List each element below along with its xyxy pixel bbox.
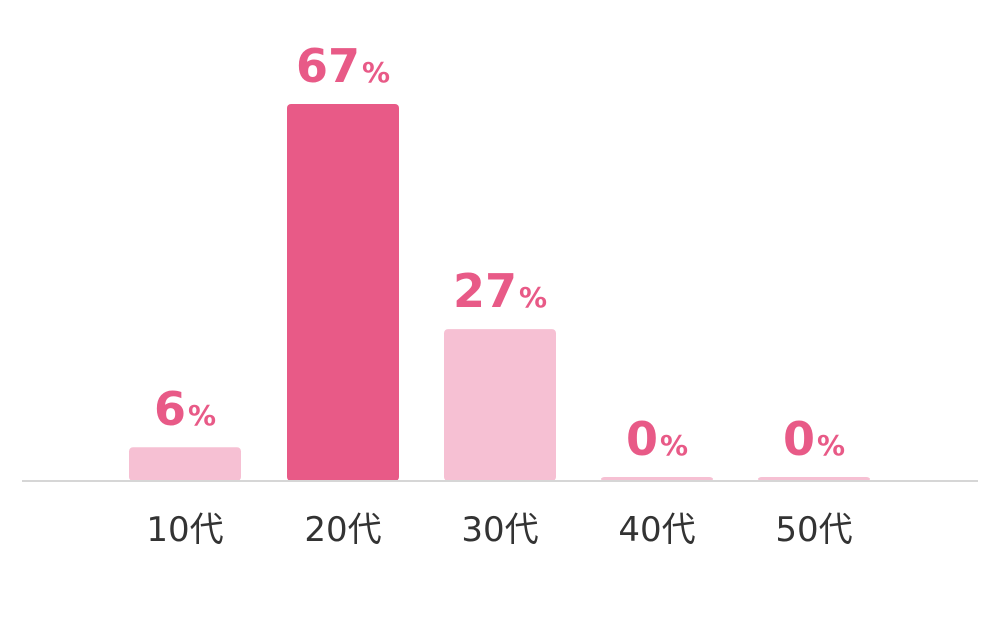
value-percent-sign: %	[660, 429, 688, 462]
value-percent-sign: %	[362, 56, 390, 89]
value-label-3: 27%	[453, 264, 547, 318]
category-label-3: 30代	[461, 510, 538, 550]
value-labels-group: 6%67%27%0% 0%	[154, 39, 845, 466]
value-percent-sign: %	[817, 429, 845, 462]
value-number: 6	[154, 382, 186, 436]
bar-2	[287, 104, 399, 481]
value-number: 0	[783, 412, 815, 466]
value-label-5: 0%	[783, 412, 845, 466]
bars-group	[129, 104, 870, 481]
value-percent-sign: %	[519, 281, 547, 314]
value-label-4: 0%	[626, 412, 688, 466]
value-label-2: 67%	[296, 39, 390, 93]
value-number: 67	[296, 39, 360, 93]
bar-3	[444, 329, 556, 481]
category-label-4: 40代	[618, 510, 695, 550]
category-labels-group: 10代 20代 30代 40代 50代	[146, 510, 852, 550]
value-label-1: 6%	[154, 382, 216, 436]
value-number: 27	[453, 264, 517, 318]
value-number: 0	[626, 412, 658, 466]
category-label-2: 20代	[304, 510, 381, 550]
category-label-1: 10代	[146, 510, 223, 550]
bar-1	[129, 447, 241, 481]
category-label-5: 50代	[775, 510, 852, 550]
value-percent-sign: %	[188, 399, 216, 432]
